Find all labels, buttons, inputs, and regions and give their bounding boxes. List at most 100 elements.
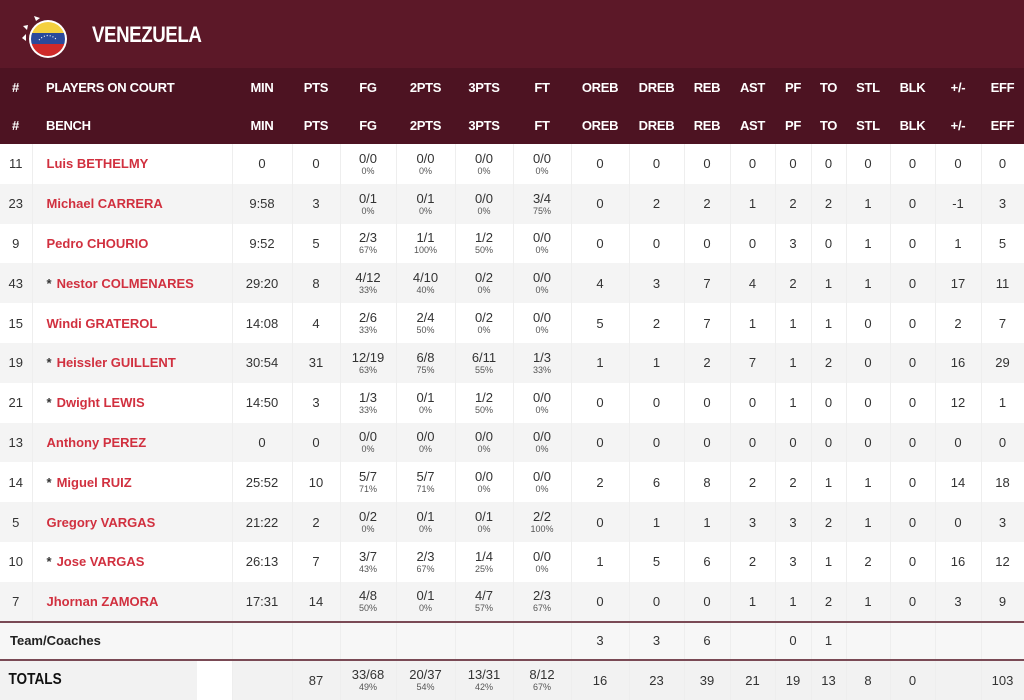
column-header[interactable]: FT [513,106,571,144]
column-header[interactable]: +/- [935,68,981,106]
player-row: 11 Luis BETHELMY 0 0 0/0 0% 0/0 0% 0/0 0% 0/0 0% 0 0 0… [0,144,1024,184]
percentage: 75% [532,205,551,216]
column-header[interactable]: PF [775,106,811,144]
column-header[interactable]: MIN [232,106,292,144]
stat-reb: 6 [684,541,731,582]
jersey-number: 19 [0,342,33,383]
stat-ft: 0/0 0% [513,223,572,264]
percentage: 0% [418,205,432,216]
made-attempted: 4/10 [412,270,439,286]
column-header[interactable]: REB [684,106,730,144]
made-attempted: 0/0 [474,150,494,166]
player-name-link[interactable]: Pedro CHOURIO [46,235,149,251]
player-name-cell[interactable]: Jhornan ZAMORA [32,581,233,622]
player-name-link[interactable]: Jose VARGAS [56,554,145,570]
stat-oreb: 0 [571,144,630,184]
player-name-cell[interactable]: Pedro CHOURIO [32,223,233,264]
player-row: 15 Windi GRATEROL 14:08 4 2/6 33% 2/4 50% 0/2 0% 0… [0,303,1024,343]
column-header[interactable]: 3PTS [455,68,513,106]
column-header[interactable]: PTS [292,68,340,106]
column-header[interactable]: 2PTS [396,106,455,144]
column-header[interactable]: STL [846,106,890,144]
stat-pf: 19 [775,658,812,700]
stat-eff: 18 [981,462,1024,503]
player-name-link[interactable]: Jhornan ZAMORA [46,593,159,609]
made-attempted: 3/7 [358,548,378,564]
column-header[interactable]: EFF [981,68,1024,106]
column-header[interactable]: DREB [629,68,684,106]
column-header[interactable]: BLK [890,106,935,144]
percentage: 0% [477,484,491,495]
column-header[interactable]: +/- [935,106,981,144]
player-name-cell[interactable]: Luis BETHELMY [32,144,233,184]
player-name-link[interactable]: Dwight LEWIS [56,395,145,411]
column-header[interactable]: OREB [571,106,629,144]
column-header[interactable]: BENCH [32,106,232,144]
column-header[interactable]: FG [340,68,396,106]
stat-ft: 3/4 75% [513,183,572,224]
stat-pm: 0 [935,422,982,463]
stat-eff: 0 [981,144,1024,184]
player-name-link[interactable]: Nestor COLMENARES [56,275,194,291]
stat-pts: 3 [292,382,341,423]
player-name-link[interactable]: Gregory VARGAS [46,514,156,530]
column-header[interactable]: 2PTS [396,68,455,106]
player-name-link[interactable]: Heissler GUILLENT [56,355,176,371]
stat-p2: 20/37 54% [396,658,456,700]
column-header[interactable]: FT [513,68,571,106]
stat-oreb: 2 [571,462,630,503]
column-header[interactable]: PF [775,68,811,106]
column-header[interactable]: OREB [571,68,629,106]
player-name-link[interactable]: Michael CARRERA [46,196,163,212]
column-header[interactable]: PTS [292,106,340,144]
player-name-cell[interactable]: * Heissler GUILLENT [32,342,233,383]
stat-blk: 0 [890,462,936,503]
percentage: 100% [413,245,438,256]
player-name-cell[interactable]: Windi GRATEROL [32,303,233,343]
column-header[interactable]: PLAYERS ON COURT [32,68,232,106]
player-name-cell[interactable]: Gregory VARGAS [32,502,233,542]
percentage: 50% [474,245,493,256]
column-header[interactable]: BLK [890,68,935,106]
column-header[interactable]: AST [730,106,775,144]
stat-fg: 5/7 71% [340,462,397,503]
stat-ft: 0/0 0% [513,422,572,463]
column-header[interactable]: DREB [629,106,684,144]
player-name-link[interactable]: Luis BETHELMY [46,156,149,172]
made-attempted: 3/4 [532,190,552,206]
player-name-cell[interactable]: * Jose VARGAS [32,541,233,582]
column-header[interactable]: AST [730,68,775,106]
percentage: 25% [474,563,493,574]
player-name-link[interactable]: Anthony PEREZ [46,434,147,450]
player-name-cell[interactable]: Anthony PEREZ [32,422,233,463]
stat-p3 [455,620,514,660]
column-header[interactable]: FG [340,106,396,144]
player-name-link[interactable]: Miguel RUIZ [56,474,132,490]
stat-pts: 5 [292,223,341,264]
column-header[interactable]: # [0,68,32,106]
player-name-cell[interactable]: * Nestor COLMENARES [32,263,233,304]
column-header[interactable]: TO [811,106,846,144]
column-header[interactable]: STL [846,68,890,106]
stat-p3: 0/1 0% [455,502,514,542]
player-name-link[interactable]: Windi GRATEROL [46,315,158,331]
column-header[interactable]: MIN [232,68,292,106]
made-attempted: 2/2 [532,509,552,525]
made-attempted: 0/0 [532,548,552,564]
stat-oreb: 0 [571,382,630,423]
stat-blk: 0 [890,658,936,700]
stat-to: 2 [811,502,847,542]
stat-stl: 0 [846,342,891,383]
stat-pts: 0 [292,422,341,463]
stat-p2: 4/10 40% [396,263,456,304]
column-header[interactable]: # [0,106,32,144]
player-name-cell[interactable]: * Dwight LEWIS [32,382,233,423]
column-header[interactable]: EFF [981,106,1024,144]
stat-oreb: 3 [571,620,630,660]
player-name-cell[interactable]: Michael CARRERA [32,183,233,224]
percentage: 0% [535,245,549,256]
column-header[interactable]: 3PTS [455,106,513,144]
column-header[interactable]: REB [684,68,730,106]
player-name-cell[interactable]: * Miguel RUIZ [32,462,233,503]
column-header[interactable]: TO [811,68,846,106]
